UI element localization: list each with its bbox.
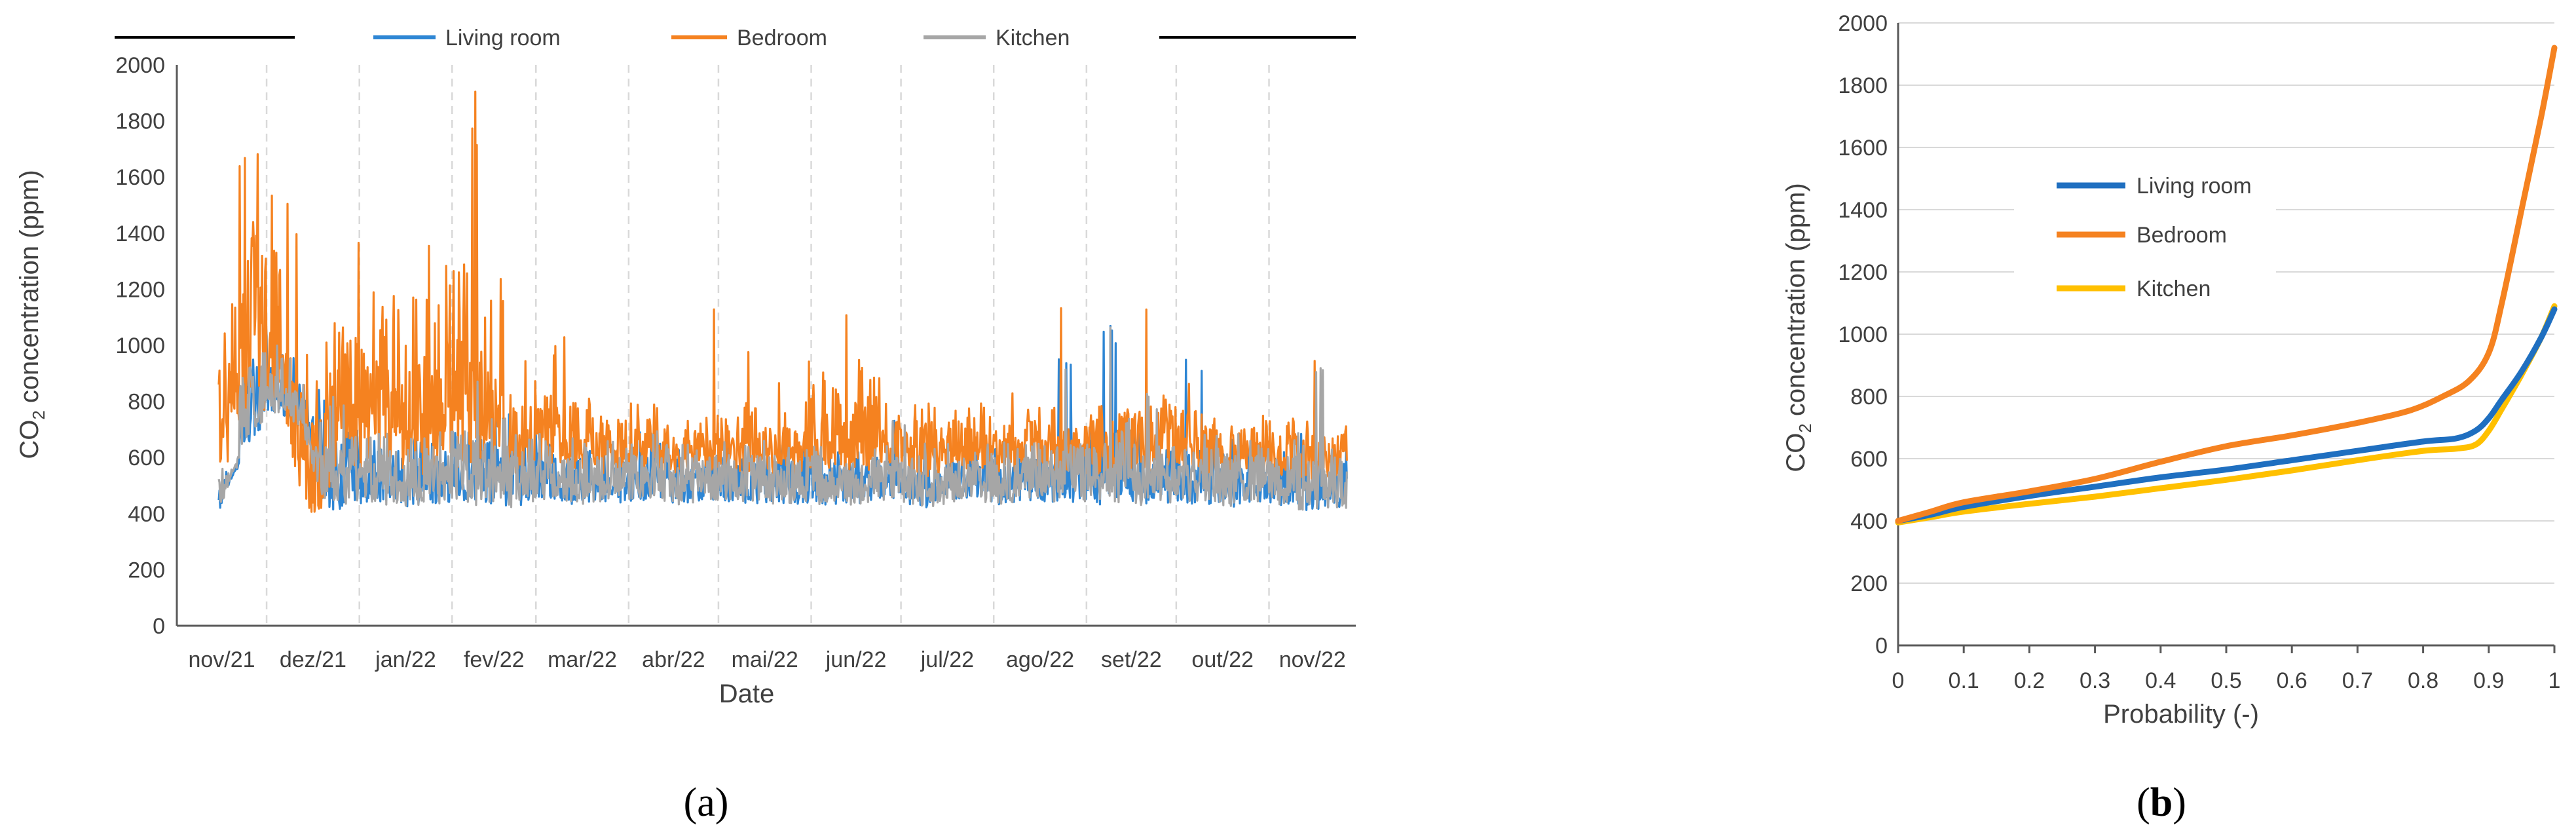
chart-b-gridlines [1898,22,2554,584]
chart-b-legend: Living room Bedroom Kitchen [2014,164,2276,308]
legend-label-kitchen: Kitchen [996,26,1070,50]
chart-b-y-tick-labels: 0 200 400 600 800 1000 1200 1400 1600 1800 2000 [1838,11,1888,659]
x-tick-label: fev/22 [464,647,525,672]
y-tick-label: 200 [128,558,165,582]
y-tick-label: 600 [1850,447,1888,472]
x-tick-label: 0.3 [2080,668,2110,693]
y-tick-label: 1600 [1838,136,1888,161]
x-tick-label: set/22 [1101,647,1162,672]
x-tick-label: jan/22 [375,647,436,672]
y-tick-label: 400 [128,502,165,527]
chart-b-y-axis-title: CO2 concentration (ppm) [1782,183,1815,472]
x-tick-label: jul/22 [920,647,974,672]
y-tick-label: 200 [1850,571,1888,596]
x-tick-label: 0.4 [2145,668,2176,693]
x-tick-label: 0.9 [2473,668,2504,693]
x-tick-label: jun/22 [825,647,887,672]
panel-label-a: (a) [684,780,729,825]
x-tick-label: dez/21 [280,647,346,672]
y-tick-label: 1400 [1838,198,1888,223]
series-line-kitchen [217,326,1348,511]
x-tick-label: 0.6 [2277,668,2307,693]
x-tick-label: 0.1 [1949,668,1979,693]
legend-label-living-room: Living room [445,26,561,50]
chart-b-x-tick-labels: 0 0.1 0.2 0.3 0.4 0.5 0.6 0.7 0.8 0.9 1 [1892,668,2561,693]
legend-label-bedroom: Bedroom [737,26,827,50]
x-tick-label: 0.7 [2342,668,2373,693]
x-tick-label: out/22 [1191,647,1254,672]
legend-label-living-room: Living room [2137,174,2252,199]
chart-b-series [1895,45,2558,525]
x-tick-label: 0.5 [2211,668,2241,693]
y-tick-label: 1800 [1838,73,1888,98]
chart-b-x-axis-title: Probability (-) [2103,700,2259,729]
y-tick-label: 800 [1850,385,1888,410]
y-tick-label: 1200 [115,277,165,302]
x-tick-label: 1 [2548,668,2561,693]
legend-label-kitchen: Kitchen [2137,277,2211,301]
y-tick-label: 1600 [115,165,165,190]
chart-a-x-tick-labels: nov/21 dez/21 jan/22 fev/22 mar/22 abr/22 mai/… [188,647,1345,672]
x-tick-label: 0 [1892,668,1905,693]
x-tick-label: 0.8 [2408,668,2438,693]
x-tick-label: nov/21 [188,647,255,672]
y-tick-label: 1200 [1838,260,1888,285]
y-tick-label: 0 [1875,634,1888,659]
y-tick-label: 2000 [115,53,165,78]
series-line-kitchen [1895,303,2558,525]
x-tick-label: mai/22 [732,647,798,672]
chart-a-series [217,90,1348,513]
y-tick-label: 400 [1850,509,1888,534]
x-tick-label: nov/22 [1279,647,1346,672]
y-tick-label: 600 [128,446,165,470]
chart-a-y-axis-title: CO2 concentration (ppm) [15,170,48,459]
panel-label-b: (b) [2137,780,2186,825]
x-tick-label: mar/22 [548,647,617,672]
y-tick-label: 1800 [115,109,165,134]
chart-a-x-axis-title: Date [719,679,775,708]
legend-label-bedroom: Bedroom [2137,223,2227,248]
y-tick-label: 800 [128,390,165,415]
series-line-living-room [1895,306,2558,524]
y-tick-label: 2000 [1838,11,1888,36]
y-tick-label: 1000 [1838,322,1888,347]
chart-a: 0 200 400 600 800 1000 1200 1400 1600 1800 2000 no… [15,26,1356,708]
series-line-bedroom [1895,45,2558,524]
x-tick-label: ago/22 [1006,647,1074,672]
chart-b-axes [1897,23,2556,653]
x-tick-label: 0.2 [2014,668,2045,693]
chart-a-legend: Living room Bedroom Kitchen [115,26,1356,50]
y-tick-label: 0 [153,614,165,639]
chart-a-axes [176,65,1356,627]
chart-a-y-tick-labels: 0 200 400 600 800 1000 1200 1400 1600 1800 2000 [115,53,165,639]
y-tick-label: 1400 [115,221,165,246]
y-tick-label: 1000 [115,334,165,358]
x-tick-label: abr/22 [642,647,705,672]
